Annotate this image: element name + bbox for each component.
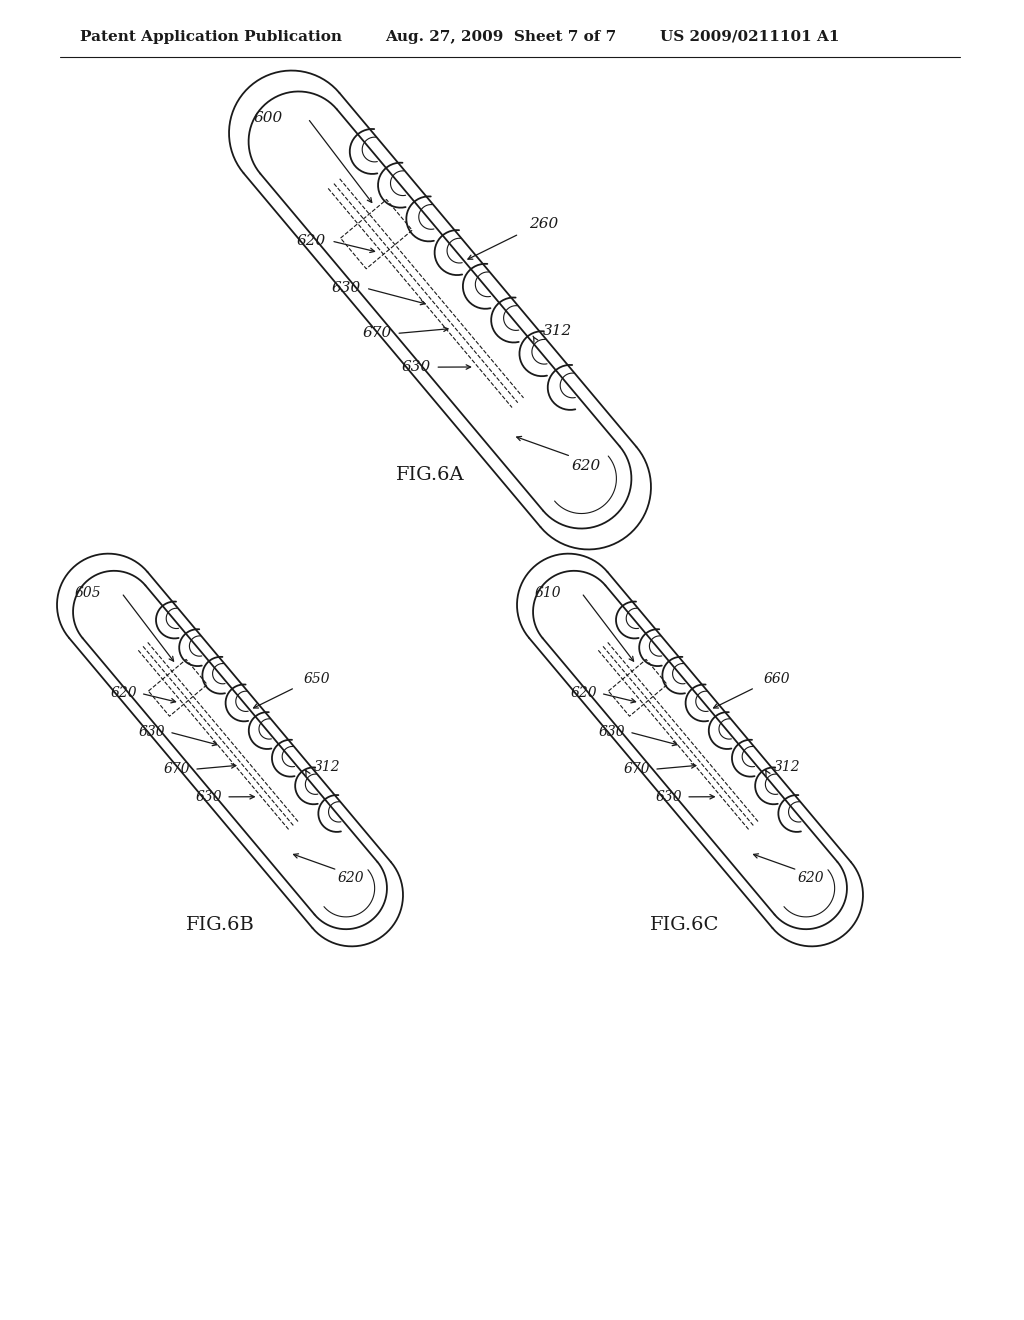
- Text: 620: 620: [570, 686, 597, 701]
- Text: 650: 650: [303, 672, 330, 686]
- Text: 670: 670: [164, 762, 190, 776]
- Text: 630: 630: [598, 725, 625, 739]
- Text: 670: 670: [362, 326, 391, 341]
- Text: FIG.6A: FIG.6A: [395, 466, 464, 484]
- Text: 630: 630: [332, 281, 360, 296]
- Text: 620: 620: [111, 686, 137, 701]
- Text: 630: 630: [401, 360, 430, 374]
- Text: 620: 620: [798, 871, 824, 886]
- Text: FIG.6B: FIG.6B: [185, 916, 254, 935]
- Text: 610: 610: [535, 586, 561, 599]
- Text: 600: 600: [254, 111, 283, 125]
- Text: Patent Application Publication: Patent Application Publication: [80, 30, 342, 44]
- Text: 630: 630: [138, 725, 165, 739]
- Text: 312: 312: [774, 760, 801, 774]
- Text: 670: 670: [624, 762, 650, 776]
- Text: 660: 660: [763, 672, 790, 686]
- Text: FIG.6C: FIG.6C: [650, 916, 720, 935]
- Text: US 2009/0211101 A1: US 2009/0211101 A1: [660, 30, 840, 44]
- Text: Aug. 27, 2009  Sheet 7 of 7: Aug. 27, 2009 Sheet 7 of 7: [385, 30, 616, 44]
- Text: 620: 620: [297, 234, 327, 248]
- Text: 312: 312: [314, 760, 341, 774]
- Text: 605: 605: [75, 586, 101, 599]
- Text: 620: 620: [571, 459, 600, 474]
- Text: 312: 312: [543, 323, 571, 338]
- Text: 630: 630: [655, 789, 682, 804]
- Text: 630: 630: [196, 789, 222, 804]
- Text: 260: 260: [529, 216, 558, 231]
- Text: 620: 620: [338, 871, 365, 886]
